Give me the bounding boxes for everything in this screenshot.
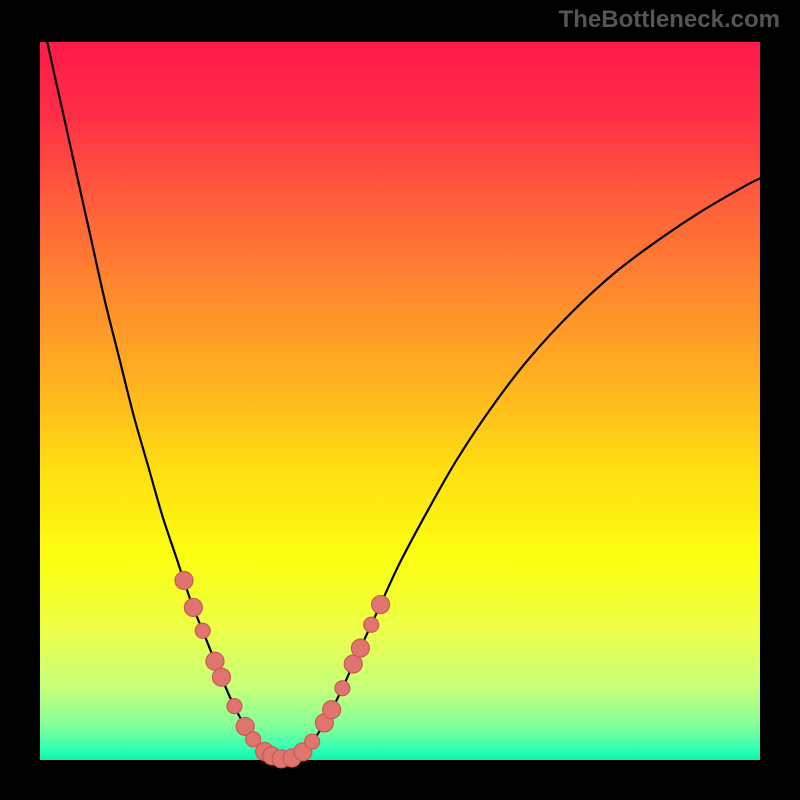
plot-gradient-background (40, 42, 760, 760)
chart-stage: TheBottleneck.com (0, 0, 800, 800)
watermark-text: TheBottleneck.com (559, 6, 780, 34)
